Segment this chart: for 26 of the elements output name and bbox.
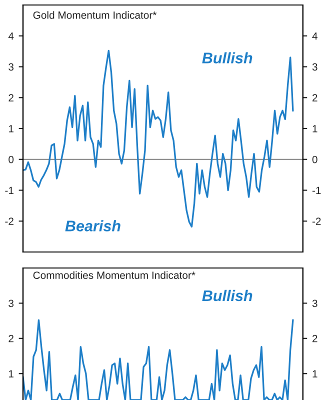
annotation: Bearish (65, 220, 120, 232)
y-tick-label: 1 (8, 125, 14, 132)
y-tick-label: 2 (8, 94, 14, 102)
y2-tick-label: 3 (312, 300, 318, 308)
y2-tick-label: 1 (312, 125, 318, 132)
y-tick-label: 4 (8, 32, 14, 40)
y-tick-label: -2 (5, 218, 14, 225)
annotation: Bullish (202, 290, 252, 302)
y-tick-label: -1 (5, 186, 14, 194)
y2-tick-label: 4 (312, 32, 318, 40)
annotation: Bullish (202, 52, 252, 64)
y2-tick-label: -2 (312, 218, 321, 225)
y2-tick-label: 2 (312, 334, 318, 342)
y2-tick-label: 0 (312, 156, 318, 164)
y-tick-label: 1 (8, 370, 14, 378)
y-tick-label: 3 (8, 300, 14, 308)
y2-tick-label: 3 (312, 63, 318, 71)
chart-title: Gold Momentum Indicator* (33, 11, 157, 19)
y-tick-label: 2 (8, 334, 14, 342)
y-tick-label: 3 (8, 63, 14, 71)
chart-title: Commodities Momentum Indicator* (33, 271, 196, 279)
y2-tick-label: 1 (312, 370, 318, 378)
y2-tick-label: -1 (312, 186, 321, 194)
line-series (23, 319, 294, 400)
y2-tick-label: 2 (312, 94, 318, 102)
y-tick-label: 0 (8, 156, 14, 164)
